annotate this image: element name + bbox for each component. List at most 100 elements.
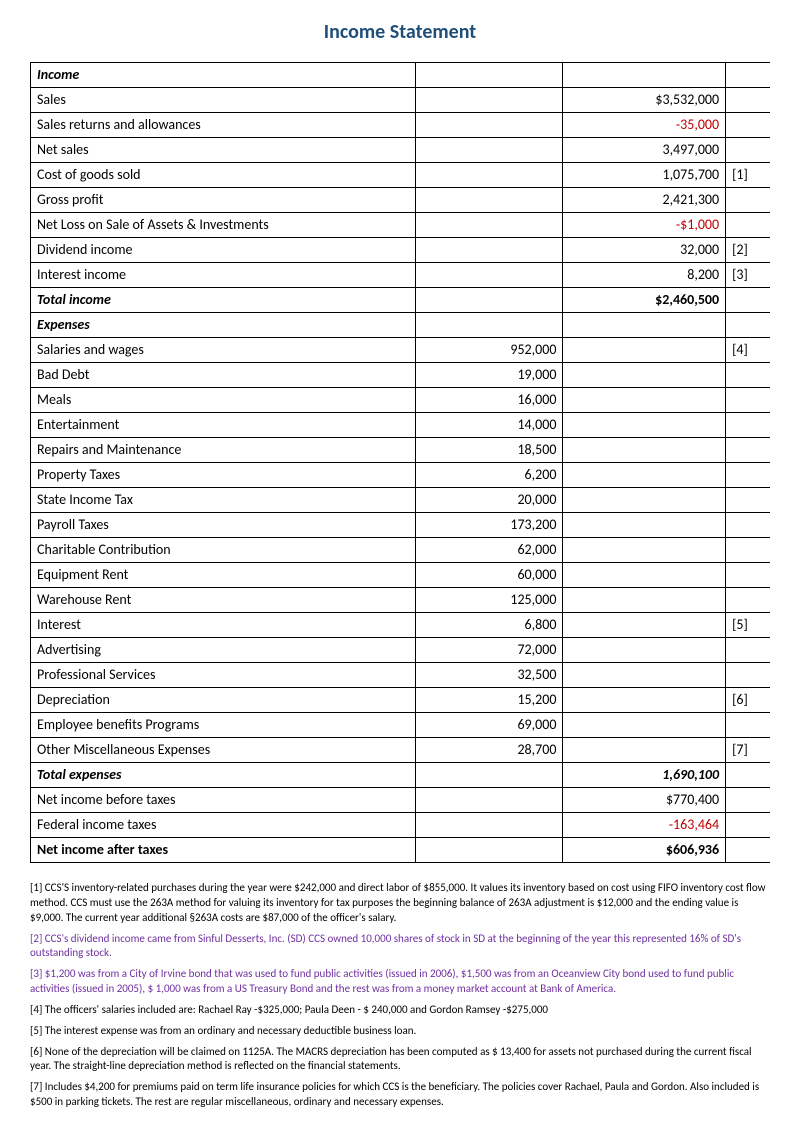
row-label: Dividend income xyxy=(31,238,416,263)
row-col2 xyxy=(415,788,563,813)
row-col2 xyxy=(415,163,563,188)
row-note xyxy=(726,413,770,438)
table-row: Net Loss on Sale of Assets & Investments… xyxy=(31,213,771,238)
row-note xyxy=(726,463,770,488)
row-label: Expenses xyxy=(31,313,416,338)
row-col3 xyxy=(563,663,726,688)
table-row: Gross profit 2,421,300 xyxy=(31,188,771,213)
row-col3 xyxy=(563,613,726,638)
row-note xyxy=(726,788,770,813)
row-col2: 72,000 xyxy=(415,638,563,663)
table-row: Interest6,800[5] xyxy=(31,613,771,638)
footnote: [4] The officers' salaries included are:… xyxy=(30,1003,770,1018)
table-row: Income xyxy=(31,63,771,88)
page-title: Income Statement xyxy=(30,20,770,44)
row-col2 xyxy=(415,838,563,863)
row-col3: $3,532,000 xyxy=(563,88,726,113)
row-note xyxy=(726,138,770,163)
row-col3 xyxy=(563,638,726,663)
row-col2 xyxy=(415,763,563,788)
row-col3: -163,464 xyxy=(563,813,726,838)
row-col2 xyxy=(415,213,563,238)
table-row: Equipment Rent60,000 xyxy=(31,563,771,588)
row-note xyxy=(726,513,770,538)
row-col2: 19,000 xyxy=(415,363,563,388)
row-col2: 952,000 xyxy=(415,338,563,363)
row-label: Income xyxy=(31,63,416,88)
row-col3: 1,690,100 xyxy=(563,763,726,788)
row-col2: 69,000 xyxy=(415,713,563,738)
row-label: Interest income xyxy=(31,263,416,288)
income-statement-table: IncomeSales $3,532,000 Sales returns and a… xyxy=(30,62,770,863)
row-note: [2] xyxy=(726,238,770,263)
row-col2 xyxy=(415,813,563,838)
row-label: Property Taxes xyxy=(31,463,416,488)
table-row: Interest income 8,200[3] xyxy=(31,263,771,288)
row-note xyxy=(726,813,770,838)
table-row: Net income before taxes$770,400 xyxy=(31,788,771,813)
row-col2 xyxy=(415,238,563,263)
row-label: Charitable Contribution xyxy=(31,538,416,563)
row-col3 xyxy=(563,713,726,738)
row-note xyxy=(726,388,770,413)
row-note: [3] xyxy=(726,263,770,288)
row-col2: 20,000 xyxy=(415,488,563,513)
table-row: Net income after taxes$606,936 xyxy=(31,838,771,863)
row-col3 xyxy=(563,513,726,538)
row-col2 xyxy=(415,88,563,113)
row-col3 xyxy=(563,688,726,713)
footnote: [2] CCS's dividend income came from Sinf… xyxy=(30,932,770,962)
row-col3: $770,400 xyxy=(563,788,726,813)
row-note: [1] xyxy=(726,163,770,188)
row-label: Payroll Taxes xyxy=(31,513,416,538)
row-col3 xyxy=(563,588,726,613)
row-note xyxy=(726,288,770,313)
row-label: Warehouse Rent xyxy=(31,588,416,613)
row-label: Federal income taxes xyxy=(31,813,416,838)
row-note xyxy=(726,663,770,688)
row-label: Salaries and wages xyxy=(31,338,416,363)
row-col3 xyxy=(563,438,726,463)
row-col3 xyxy=(563,63,726,88)
row-col2: 32,500 xyxy=(415,663,563,688)
table-row: Expenses xyxy=(31,313,771,338)
table-row: Warehouse Rent125,000 xyxy=(31,588,771,613)
table-row: Salaries and wages952,000 [4] xyxy=(31,338,771,363)
row-col3: 8,200 xyxy=(563,263,726,288)
row-label: Net income after taxes xyxy=(31,838,416,863)
row-label: Total expenses xyxy=(31,763,416,788)
row-label: Sales xyxy=(31,88,416,113)
table-row: Total expenses 1,690,100 xyxy=(31,763,771,788)
row-note xyxy=(726,588,770,613)
row-label: Sales returns and allowances xyxy=(31,113,416,138)
row-col3 xyxy=(563,363,726,388)
row-note xyxy=(726,763,770,788)
row-col2: 14,000 xyxy=(415,413,563,438)
row-label: Entertainment xyxy=(31,413,416,438)
row-label: Employee benefits Programs xyxy=(31,713,416,738)
table-row: Federal income taxes -163,464 xyxy=(31,813,771,838)
row-label: Interest xyxy=(31,613,416,638)
row-col3: 2,421,300 xyxy=(563,188,726,213)
row-note xyxy=(726,713,770,738)
row-col3: 1,075,700 xyxy=(563,163,726,188)
row-col3 xyxy=(563,738,726,763)
row-col2 xyxy=(415,188,563,213)
row-note xyxy=(726,838,770,863)
row-note: [4] xyxy=(726,338,770,363)
row-note xyxy=(726,488,770,513)
table-row: Meals16,000 xyxy=(31,388,771,413)
row-label: Gross profit xyxy=(31,188,416,213)
footnote: [3] $1,200 was from a City of Irvine bon… xyxy=(30,967,770,997)
table-row: Total income$2,460,500 xyxy=(31,288,771,313)
row-note xyxy=(726,113,770,138)
row-col2 xyxy=(415,63,563,88)
footnote: [6] None of the depreciation will be cla… xyxy=(30,1045,770,1075)
footnotes: [1] CCS'S inventory-related purchases du… xyxy=(30,881,770,1110)
table-row: Repairs and Maintenance18,500 xyxy=(31,438,771,463)
row-col3 xyxy=(563,313,726,338)
row-note xyxy=(726,363,770,388)
table-row: Professional Services32,500 xyxy=(31,663,771,688)
row-col3: 3,497,000 xyxy=(563,138,726,163)
row-col3: 32,000 xyxy=(563,238,726,263)
